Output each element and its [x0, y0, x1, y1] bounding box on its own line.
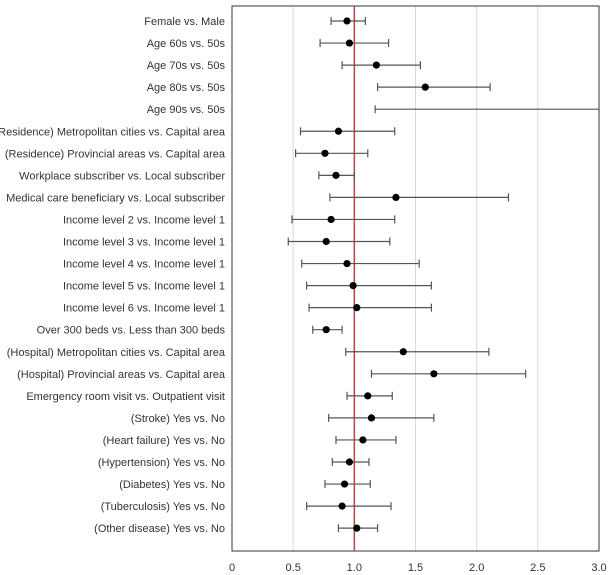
x-axis-ticks: 0 0.5 1.0 1.5 2.0 2.5 3.0 [229, 562, 607, 574]
row-label: Female vs. Male [144, 16, 225, 28]
estimate-row [295, 149, 369, 158]
point-estimate [327, 215, 335, 224]
estimate-row [330, 17, 366, 25]
point-estimate [343, 17, 351, 25]
row-labels: Female vs. Male Age 60s vs. 50s Age 70s vs… [0, 16, 226, 535]
row-label: Income level 6 vs. Income level 1 [63, 303, 225, 315]
row-label: Age 70s vs. 50s [147, 60, 226, 72]
row-label: Income level 4 vs. Income level 1 [63, 259, 225, 271]
row-label: (Other disease) Yes vs. No [94, 523, 225, 535]
point-estimate [399, 348, 407, 356]
point-estimate [353, 304, 361, 312]
estimate-row [301, 259, 420, 268]
point-estimate [392, 193, 400, 201]
estimate-row [374, 105, 599, 114]
x-tick-label: 2.5 [530, 562, 545, 574]
point-estimate [421, 83, 429, 91]
row-label: Age 60s vs. 50s [147, 38, 226, 50]
estimate-row [341, 61, 421, 70]
x-tick-label: 1.0 [347, 562, 362, 574]
row-label: Medical care beneficiary vs. Local subsc… [6, 192, 225, 204]
point-estimate [359, 436, 367, 444]
point-estimate [349, 282, 357, 290]
point-estimate [353, 524, 361, 532]
estimate-row [376, 83, 491, 92]
row-label: (Stroke) Yes vs. No [131, 413, 225, 425]
row-label: (Residence) Metropolitan cities vs. Capi… [0, 126, 226, 138]
row-label: (Residence) Provincial areas vs. Capital… [5, 148, 226, 160]
estimate-row [287, 237, 391, 246]
estimate-row [370, 369, 527, 378]
estimate-row [299, 127, 396, 136]
estimate-row [328, 413, 435, 422]
point-estimate [322, 326, 330, 334]
row-label: Age 80s vs. 50s [147, 82, 226, 94]
row-label: Workplace subscriber vs. Local subscribe… [19, 170, 225, 182]
row-label: (Hospital) Metropolitan cities vs. Capit… [7, 347, 226, 359]
estimate-row [308, 303, 433, 312]
point-estimate [343, 259, 351, 268]
point-estimate [372, 61, 380, 69]
point-estimate [321, 149, 329, 157]
estimate-row [329, 193, 510, 202]
estimate-row [335, 435, 397, 444]
row-label: (Hypertension) Yes vs. No [98, 457, 225, 469]
row-label: Income level 5 vs. Income level 1 [63, 281, 225, 293]
x-tick-label: 0 [229, 562, 235, 574]
row-label: Income level 3 vs. Income level 1 [63, 237, 225, 249]
x-tick-label: 0.5 [286, 562, 301, 574]
point-estimate [345, 458, 354, 466]
point-estimate [367, 414, 376, 422]
row-label: (Tuberculosis) Yes vs. No [101, 501, 225, 513]
point-estimate [332, 171, 340, 179]
estimate-row [324, 480, 371, 489]
estimate-row [331, 458, 370, 466]
row-label: (Hospital) Provincial areas vs. Capital … [17, 369, 226, 381]
point-estimate [334, 127, 343, 135]
estimate-row [346, 391, 393, 400]
point-estimate [364, 392, 372, 400]
row-label: (Heart failure) Yes vs. No [103, 435, 225, 447]
estimate-row [312, 325, 343, 334]
row-label: Emergency room visit vs. Outpatient visi… [26, 391, 225, 403]
row-label: Income level 2 vs. Income level 1 [63, 214, 225, 226]
estimate-row [306, 281, 433, 290]
x-tick-label: 3.0 [591, 562, 606, 574]
point-estimate [345, 39, 354, 47]
estimate-row [345, 347, 490, 356]
marks-layer [287, 17, 599, 533]
row-label: Over 300 beds vs. Less than 300 beds [37, 325, 226, 337]
x-tick-label: 2.0 [469, 562, 484, 574]
point-estimate [430, 370, 438, 378]
point-estimate [338, 502, 346, 510]
point-estimate [340, 480, 349, 488]
point-estimate [322, 237, 330, 246]
estimate-row [291, 215, 396, 224]
row-label: Age 90s vs. 50s [147, 104, 226, 116]
estimate-row [319, 39, 390, 48]
estimate-row [306, 502, 392, 511]
x-tick-label: 1.5 [408, 562, 423, 574]
estimate-row [318, 171, 355, 180]
row-label: (Diabetes) Yes vs. No [119, 479, 225, 491]
plot-frame [231, 5, 600, 552]
estimate-row [337, 524, 379, 533]
